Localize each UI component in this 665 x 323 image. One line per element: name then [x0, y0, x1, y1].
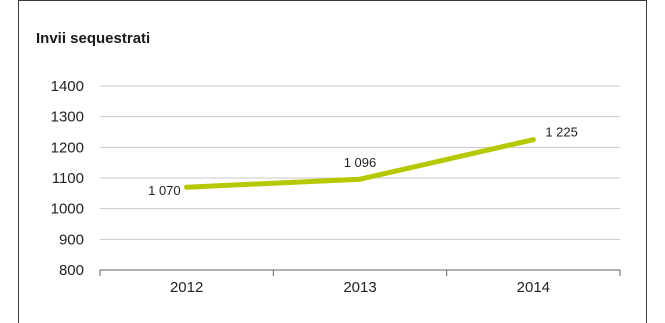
data-labels: 1 070 1 096 1 225 — [148, 125, 578, 199]
x-tick-label: 2013 — [343, 279, 376, 296]
y-tick-label: 1400 — [51, 78, 84, 95]
x-axis: 2012 2013 2014 — [99, 269, 621, 296]
y-axis-ticks: 800 900 1000 1100 1200 1300 1400 — [51, 78, 84, 279]
x-tick-label: 2014 — [517, 279, 550, 296]
chart-title: Invii sequestrati — [36, 30, 151, 47]
data-point — [357, 176, 363, 182]
y-tick-label: 1000 — [51, 201, 84, 218]
data-point — [184, 184, 190, 190]
y-tick-label: 1100 — [52, 170, 84, 187]
y-tick-label: 800 — [59, 262, 84, 279]
y-tick-label: 1200 — [51, 139, 84, 156]
x-tick-label: 2012 — [170, 279, 203, 296]
data-label: 1 096 — [344, 155, 377, 170]
chart-frame — [18, 0, 647, 323]
y-tick-label: 900 — [59, 231, 84, 248]
data-label: 1 070 — [148, 183, 181, 198]
data-label: 1 225 — [545, 125, 578, 140]
series-group — [184, 137, 536, 190]
data-point — [530, 137, 536, 143]
y-tick-label: 1300 — [51, 109, 84, 126]
